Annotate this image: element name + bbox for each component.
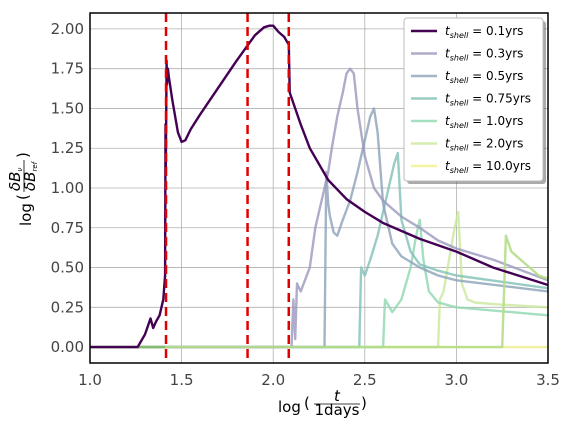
legend-label-3: tshell = 0.75yrs: [445, 92, 531, 108]
y-tick-label-5: 1.25: [51, 139, 84, 157]
legend-box: [403, 17, 544, 182]
x-tick-label-4: 3.0: [444, 371, 468, 389]
x-tick-label-1: 1.5: [170, 371, 194, 389]
x-tick-label-0: 1.0: [78, 371, 102, 389]
legend-label-4: tshell = 1.0yrs: [445, 114, 523, 130]
legend-label-6: tshell = 10.0yrs: [445, 159, 531, 175]
y-tick-label-0: 0.00: [51, 338, 84, 356]
x-axis-ticks: 1.0 1.5 2.0 2.5 3.0 3.5: [78, 371, 560, 389]
x-axis-label: log ( t 1days ): [278, 387, 367, 419]
x-axis-label-main: log: [278, 398, 301, 416]
plot-frame: [89, 12, 549, 364]
reference-vlines: [164, 13, 291, 363]
legend-entries: tshell = 0.1yrs tshell = 0.3yrs tshell = 0…: [411, 24, 531, 175]
legend-label-5: tshell = 2.0yrs: [445, 137, 523, 153]
series-line-2: [90, 107, 548, 349]
y-axis-label: log ( δBν δBref ): [6, 152, 39, 226]
y-tick-label-6: 1.50: [51, 99, 84, 117]
y-axis-ticks: 0.00 0.25 0.50 0.75 1.00 1.25 1.50 1.75 2.00: [51, 20, 84, 356]
series-line-3: [90, 151, 548, 349]
x-tick-label-2: 2.0: [261, 371, 285, 389]
series-layer: [90, 24, 548, 349]
legend-label-2: tshell = 0.5yrs: [445, 69, 523, 85]
series-line-4: [90, 218, 548, 349]
y-axis-label-main: log: [17, 203, 35, 226]
x-tick-label-5: 3.5: [536, 371, 560, 389]
extra-line-0: [90, 234, 548, 349]
x-axis-label-denominator: 1days: [315, 401, 360, 419]
y-tick-label-8: 2.00: [51, 20, 84, 38]
series-line-1: [90, 67, 548, 349]
x-axis-label-lparen: (: [304, 394, 310, 412]
legend-label-0: tshell = 0.1yrs: [445, 24, 523, 40]
legend-label-1: tshell = 0.3yrs: [445, 47, 523, 63]
x-tick-label-3: 2.5: [353, 371, 377, 389]
series-line-0: [90, 24, 548, 349]
y-tick-label-4: 1.00: [51, 179, 84, 197]
y-tick-label-2: 0.50: [51, 259, 84, 277]
y-tick-label-3: 0.75: [51, 219, 84, 237]
y-axis-label-lparen: (: [14, 194, 32, 200]
y-axis-label-denominator: δBref: [21, 160, 39, 191]
y-axis-label-numerator: δBν: [6, 168, 24, 191]
y-tick-label-1: 0.25: [51, 298, 84, 316]
y-axis-label-rparen: ): [14, 152, 32, 158]
x-axis-label-rparen: ): [361, 394, 367, 412]
legend: tshell = 0.1yrs tshell = 0.3yrs tshell = 0…: [403, 17, 546, 184]
series-line-5: [90, 210, 548, 349]
x-axis-label-numerator: t: [334, 387, 341, 405]
y-tick-label-7: 1.75: [51, 60, 84, 78]
